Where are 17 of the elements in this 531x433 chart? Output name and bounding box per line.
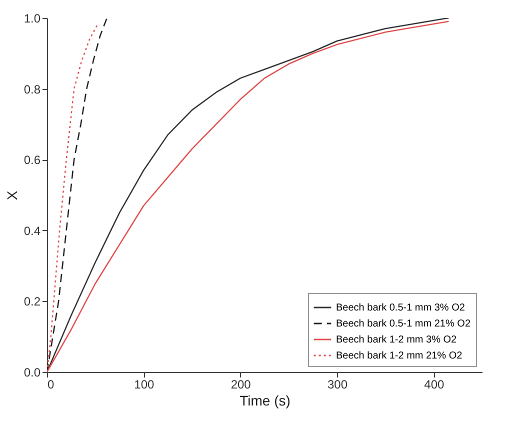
y-tick-label: 0.6 (24, 153, 41, 168)
y-tick-label: 0.4 (24, 224, 41, 238)
x-tick-label: 400 (424, 378, 444, 392)
legend-label: Beech bark 1-2 mm 3% O2 (336, 334, 458, 346)
y-tick-label: 0.2 (24, 294, 41, 309)
x-tick-label: 100 (134, 378, 154, 392)
legend-label: Beech bark 0.5-1 mm 3% O2 (336, 302, 466, 314)
y-tick-label: 0.8 (24, 82, 41, 96)
x-tick-label: 300 (327, 378, 348, 392)
legend-label: Beech bark 1-2 mm 21% O2 (336, 350, 463, 362)
y-tick-label: 1.0 (24, 12, 41, 26)
y-tick-label: 0.0 (24, 366, 41, 380)
x-tick-label: 200 (230, 378, 252, 392)
legend-label: Beech bark 0.5-1 mm 21% O2 (336, 318, 471, 330)
y-axis-title: X (4, 190, 20, 200)
x-tick-label: 0 (48, 378, 54, 392)
x-axis-title: Time (s) (240, 392, 290, 408)
